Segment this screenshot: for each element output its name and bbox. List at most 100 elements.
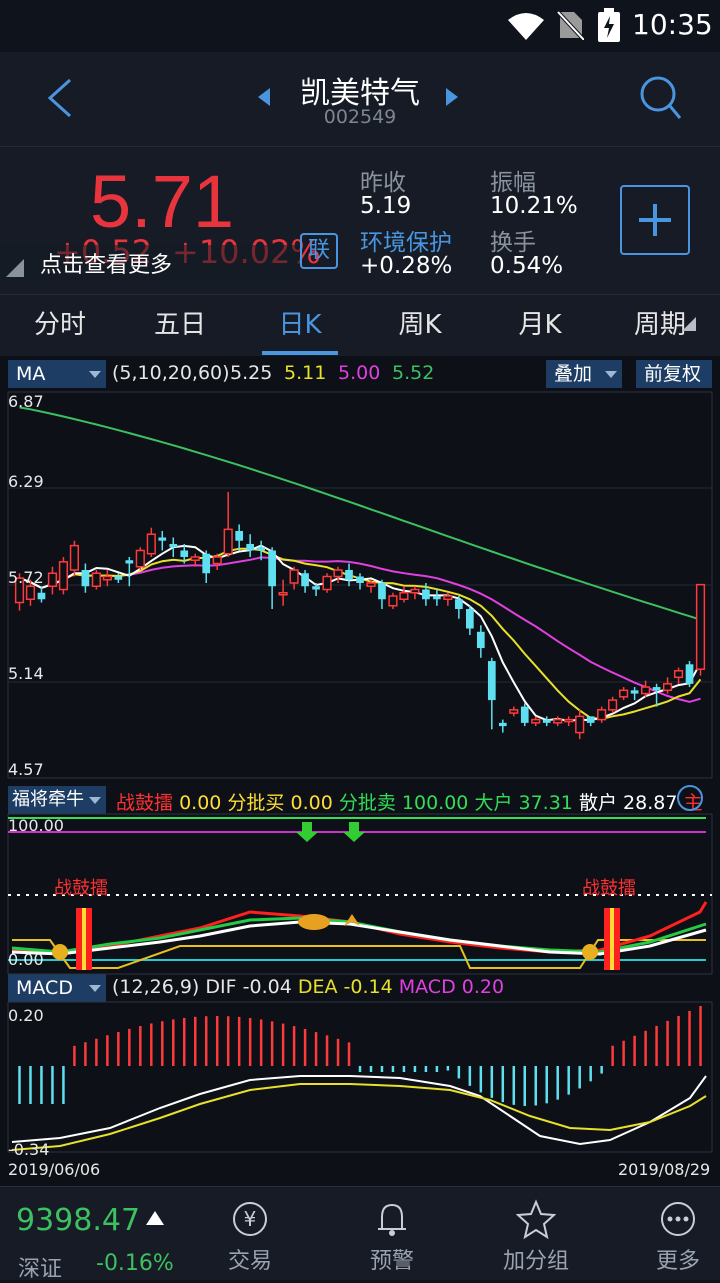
- price-axis-4: 5.14: [8, 664, 44, 683]
- prev-stock-icon[interactable]: [258, 88, 272, 106]
- candle-body: [14, 577, 25, 604]
- candle-body: [91, 572, 101, 588]
- corner-arrow-icon: [6, 259, 24, 277]
- search-icon[interactable]: [638, 74, 682, 122]
- fpmc-label: 分批卖: [338, 792, 396, 814]
- candle-body: [235, 530, 244, 541]
- overlay-select[interactable]: 叠加: [546, 360, 622, 388]
- tab-daily-k[interactable]: 日K: [278, 310, 322, 340]
- candle-body: [630, 690, 639, 694]
- stat-value-prev-close: 5.19: [360, 193, 412, 219]
- candle-body: [345, 569, 353, 580]
- star-icon: [516, 1199, 556, 1239]
- status-time: 10:35: [632, 8, 713, 41]
- candle-body: [640, 686, 651, 695]
- candle-body: [278, 592, 288, 596]
- figure-icon: [344, 914, 360, 926]
- candle-body: [114, 576, 123, 580]
- ma5-line: [19, 544, 702, 722]
- macd-histogram: [18, 1006, 702, 1106]
- candle-body: [575, 715, 585, 734]
- add-watchlist-button[interactable]: [620, 185, 690, 255]
- candle-body: [268, 550, 276, 587]
- candle-body: [58, 561, 69, 591]
- indicator-select[interactable]: 福将牵牛: [8, 786, 106, 814]
- price-axis-3: 5.72: [8, 568, 44, 587]
- candle-body: [476, 631, 485, 649]
- status-bar: 10:35: [0, 0, 720, 52]
- candle-body: [433, 596, 441, 600]
- candle-body: [619, 689, 629, 698]
- more-info-hint[interactable]: 点击查看更多: [40, 253, 173, 278]
- stat-label-prev-close: 昨收: [360, 170, 406, 196]
- tab-weekly-k[interactable]: 周K: [398, 310, 442, 340]
- candle-body: [223, 528, 233, 555]
- candles-group: [14, 491, 706, 740]
- candle-body: [399, 592, 409, 601]
- candle-body: [125, 560, 134, 564]
- price-axis-max: 6.87: [8, 392, 44, 411]
- macd-select[interactable]: MACD: [8, 974, 106, 1002]
- dif-value: -0.04: [242, 976, 292, 998]
- chevron-down-icon: [605, 371, 617, 378]
- tab-monthly-k[interactable]: 月K: [518, 310, 562, 340]
- yen-exchange-icon: ¥: [233, 1202, 267, 1236]
- dea-line: [11, 1083, 707, 1151]
- stat-label-sector[interactable]: 环境保护: [360, 230, 452, 256]
- candle-body: [542, 719, 551, 723]
- sanhu-value: 28.87: [623, 792, 678, 814]
- candle-body: [37, 592, 46, 600]
- index-up-arrow-icon: [146, 1211, 164, 1225]
- nav-more-label: 更多: [655, 1249, 700, 1274]
- index-value[interactable]: 9398.47: [16, 1203, 141, 1238]
- nav-alert[interactable]: 预警: [322, 1187, 462, 1281]
- active-tab-indicator: [262, 351, 338, 355]
- macd-select-label: MACD: [16, 977, 73, 999]
- candle-body: [146, 533, 156, 555]
- tab-period[interactable]: 周期: [633, 310, 686, 340]
- ma20-value: 5.00: [338, 362, 381, 384]
- ma-select-label: MA: [16, 363, 46, 385]
- candle-body: [378, 583, 386, 600]
- tab-five-day[interactable]: 五日: [153, 310, 206, 340]
- wifi-icon: [508, 13, 544, 40]
- stock-code: 002549: [323, 106, 397, 128]
- back-arrow-icon[interactable]: [44, 76, 76, 120]
- macd-axis-bottom: -0.34: [8, 1140, 50, 1159]
- tab-intraday[interactable]: 分时: [33, 310, 86, 340]
- nav-more[interactable]: 更多: [608, 1187, 720, 1281]
- candle-body: [487, 661, 496, 701]
- more-dots-icon: [661, 1202, 695, 1236]
- bull-icon: [298, 914, 330, 930]
- nav-add-group[interactable]: 加分组: [466, 1187, 606, 1281]
- stat-value-amplitude: 10.21%: [490, 193, 578, 219]
- settings-circle-icon[interactable]: [676, 784, 704, 812]
- macd-axis-top: 0.20: [8, 1006, 44, 1025]
- candle-body: [47, 572, 58, 588]
- adjust-button[interactable]: 前复权: [636, 360, 712, 388]
- ma10-value: 5.11: [284, 362, 327, 384]
- fpm-value: 0.00: [290, 792, 333, 814]
- candle-body: [169, 543, 178, 548]
- candle-body: [81, 569, 90, 587]
- indicator-axis-bottom: 0.00: [8, 950, 44, 969]
- stat-value-turnover: 0.54%: [490, 253, 564, 279]
- period-corner-icon: [682, 317, 696, 331]
- nav-trade[interactable]: ¥ 交易: [180, 1187, 320, 1281]
- ma60-path: [19, 406, 701, 621]
- quote-panel[interactable]: 5.71 +0.52 +10.02% 联 点击查看更多 昨收 5.19 振幅 1…: [0, 146, 720, 294]
- candle-body: [695, 583, 706, 670]
- candlestick-chart[interactable]: [0, 356, 720, 1186]
- link-badge[interactable]: 联: [300, 233, 338, 269]
- next-stock-icon[interactable]: [444, 88, 458, 106]
- chevron-down-icon: [89, 797, 101, 804]
- chevron-down-icon: [89, 985, 101, 992]
- candle-body: [388, 595, 398, 607]
- gold-ingot-icon: [52, 944, 68, 960]
- macd-label: MACD: [398, 976, 456, 998]
- chart-area[interactable]: MA (5,10,20,60) 5.25 5.11 5.00 5.52 叠加 前…: [0, 356, 720, 1186]
- candle-body: [289, 569, 299, 584]
- dif-label: DIF: [205, 976, 237, 998]
- dahu-value: 37.31: [518, 792, 573, 814]
- ma-select[interactable]: MA: [8, 360, 106, 388]
